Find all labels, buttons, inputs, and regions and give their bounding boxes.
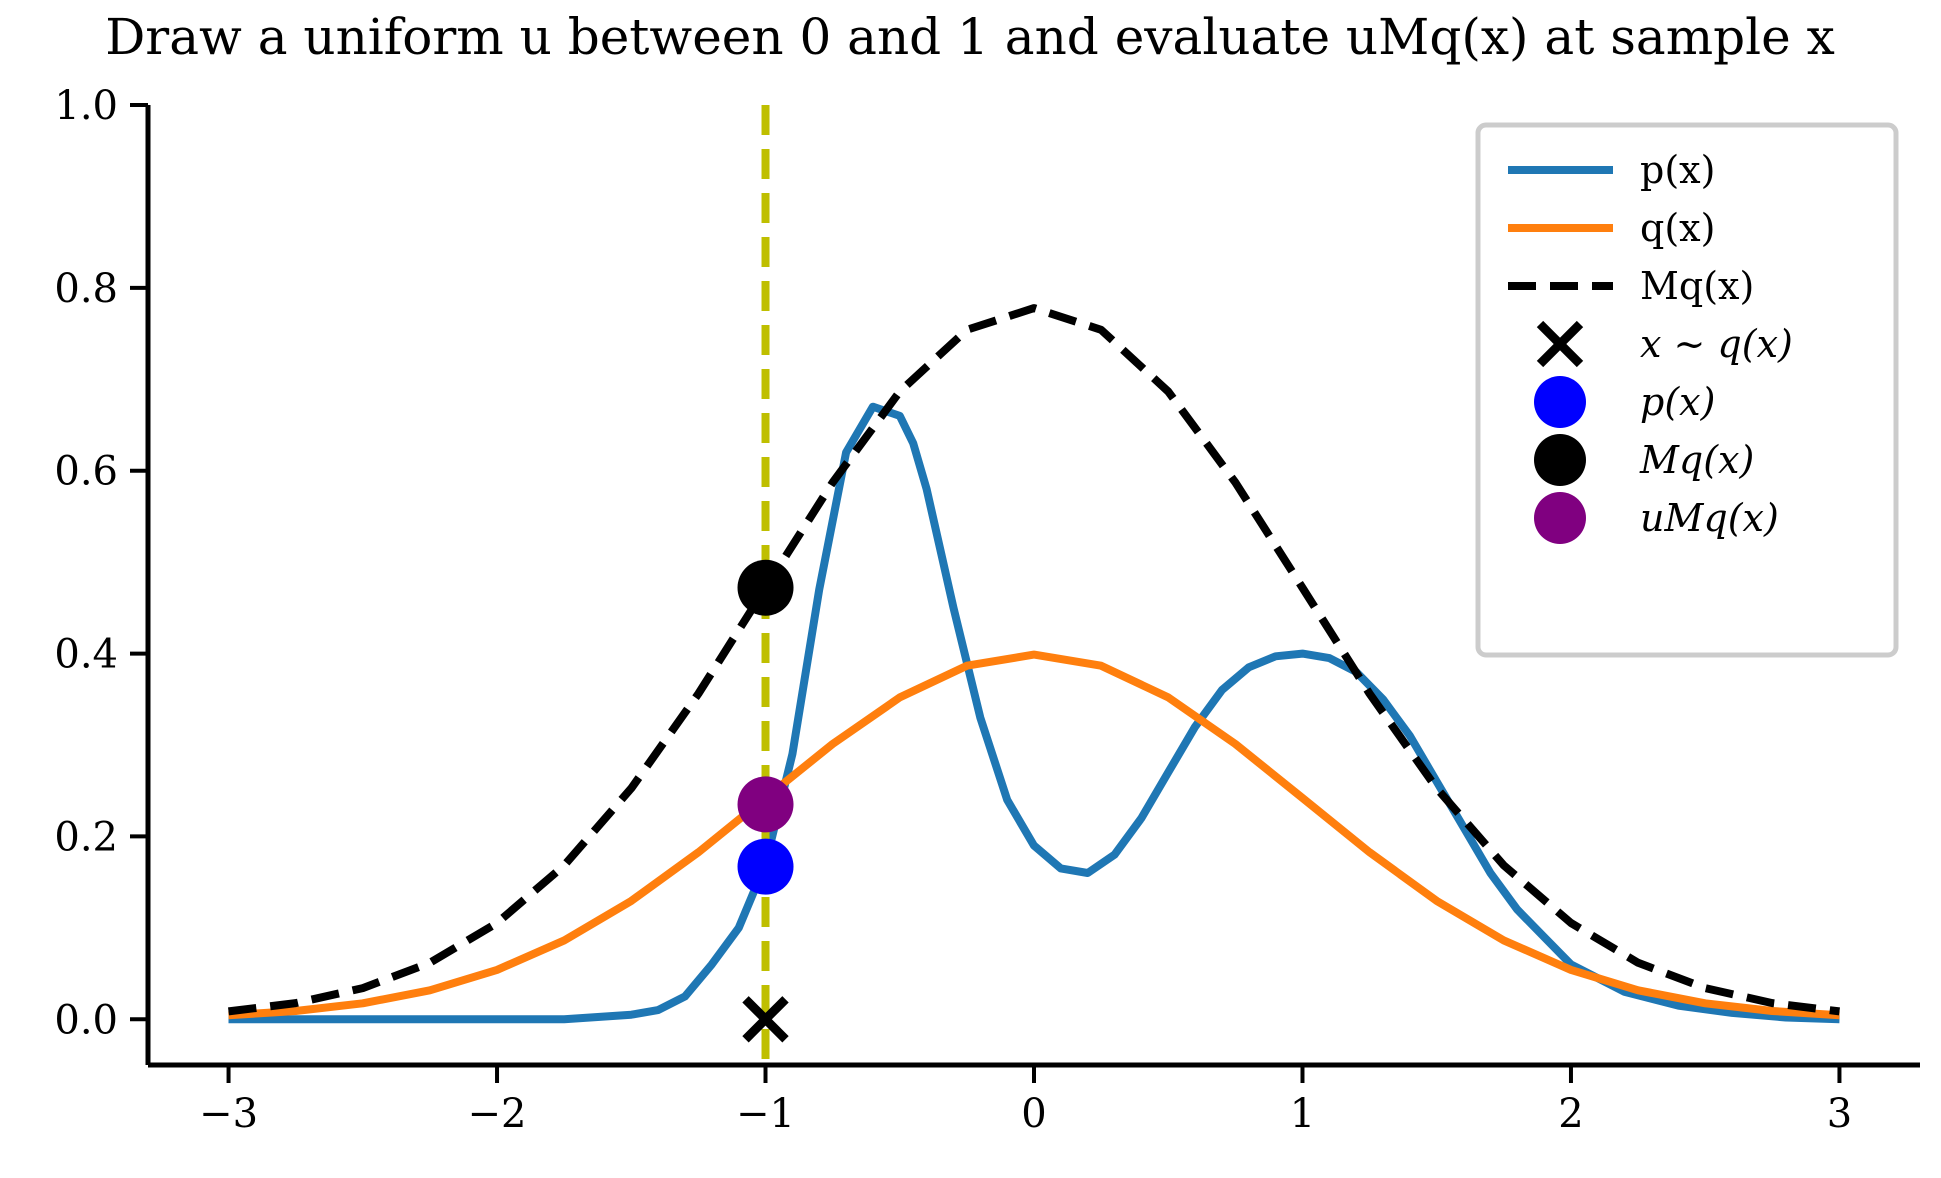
legend-handle-circle <box>1534 434 1586 486</box>
legend-label: uMq(x) <box>1640 496 1779 540</box>
x-tick-label: 1 <box>1290 1091 1315 1137</box>
series-mqx-line <box>228 304 1840 1016</box>
series-qx-line <box>228 650 1840 1020</box>
y-tick-label: 0.0 <box>54 997 118 1043</box>
x-tick-label: 3 <box>1827 1091 1852 1137</box>
y-tick-label: 0.6 <box>54 449 118 495</box>
legend-label: Mq(x) <box>1639 438 1754 482</box>
sample-x-marker <box>742 996 789 1043</box>
x-tick-label: 2 <box>1558 1091 1583 1137</box>
legend-label: x ∼ q(x) <box>1640 322 1793 366</box>
x-tick-label: −1 <box>736 1091 795 1137</box>
x-tick-label: −3 <box>199 1091 258 1137</box>
marker-layer <box>737 559 794 1043</box>
x-tick-label: −2 <box>468 1091 527 1137</box>
legend-handle-x <box>1536 320 1584 368</box>
legend-handle-circle <box>1534 376 1586 428</box>
legend: p(x) q(x) Mq(x) x ∼ q(x) p(x) Mq(x) uMq(x) <box>1475 122 1899 658</box>
axes: −3 −2 −1 0 1 2 3 0.0 0.2 0.4 0.6 0.8 1.0 <box>54 83 1920 1137</box>
y-tick-label: 1.0 <box>54 83 118 129</box>
series-px-line <box>228 402 1840 1024</box>
legend-label: p(x) <box>1640 148 1715 192</box>
legend-label: Mq(x) <box>1640 264 1754 308</box>
y-tick-label: 0.8 <box>54 266 118 312</box>
chart-title: Draw a uniform u between 0 and 1 and eva… <box>105 8 1835 66</box>
marker-px <box>737 838 794 895</box>
legend-label: q(x) <box>1640 206 1715 250</box>
marker-umqx <box>737 776 794 833</box>
x-tick-label: 0 <box>1021 1091 1046 1137</box>
legend-handle-circle <box>1534 492 1586 544</box>
y-tick-label: 0.4 <box>54 632 118 678</box>
y-tick-label: 0.2 <box>54 814 118 860</box>
marker-mqx <box>737 559 794 616</box>
x-marker-stroke <box>742 996 789 1043</box>
series-layer <box>228 105 1840 1065</box>
legend-label: p(x) <box>1640 380 1715 424</box>
